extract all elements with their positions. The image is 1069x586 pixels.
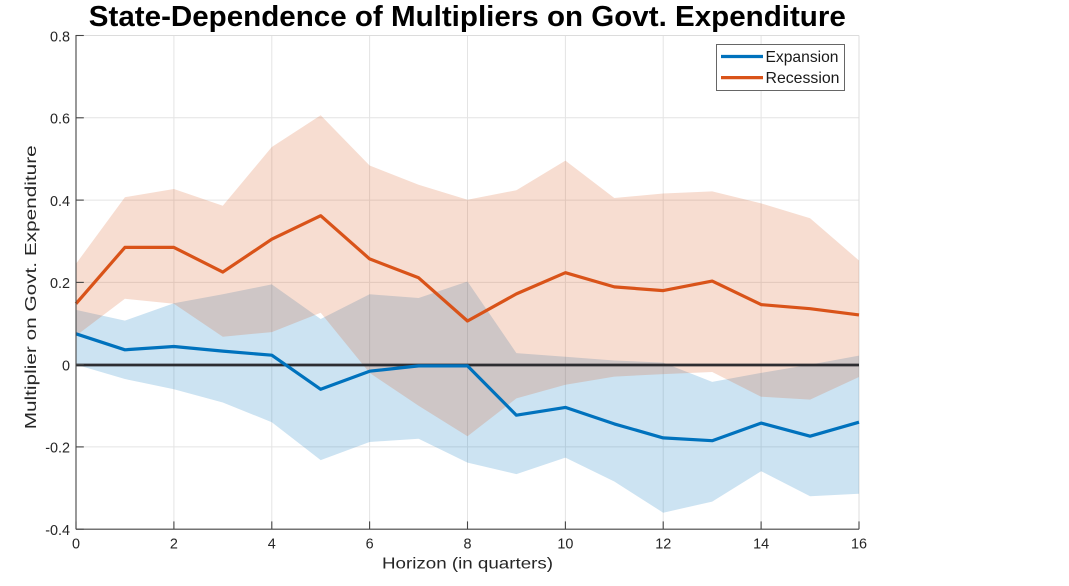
svg-text:0.4: 0.4: [50, 194, 70, 210]
svg-text:0.2: 0.2: [50, 276, 70, 292]
svg-text:16: 16: [851, 536, 867, 552]
svg-text:4: 4: [268, 536, 276, 552]
svg-text:6: 6: [366, 536, 374, 552]
svg-text:-0.2: -0.2: [45, 441, 70, 457]
svg-text:-0.4: -0.4: [45, 523, 70, 539]
svg-text:Horizon (in quarters): Horizon (in quarters): [382, 555, 553, 572]
svg-text:Recession: Recession: [766, 70, 840, 87]
svg-text:0.6: 0.6: [50, 112, 70, 128]
svg-text:12: 12: [655, 536, 671, 552]
svg-text:2: 2: [170, 536, 178, 552]
svg-text:0: 0: [72, 536, 80, 552]
svg-text:Expansion: Expansion: [766, 49, 839, 66]
svg-text:State-Dependence of Multiplier: State-Dependence of Multipliers on Govt.…: [89, 1, 846, 33]
svg-text:8: 8: [463, 536, 471, 552]
svg-text:0.8: 0.8: [50, 29, 70, 45]
svg-text:Multiplier on Govt. Expenditur: Multiplier on Govt. Expenditure: [23, 145, 40, 429]
svg-text:0: 0: [62, 358, 70, 374]
svg-text:10: 10: [557, 536, 573, 552]
svg-text:14: 14: [753, 536, 769, 552]
